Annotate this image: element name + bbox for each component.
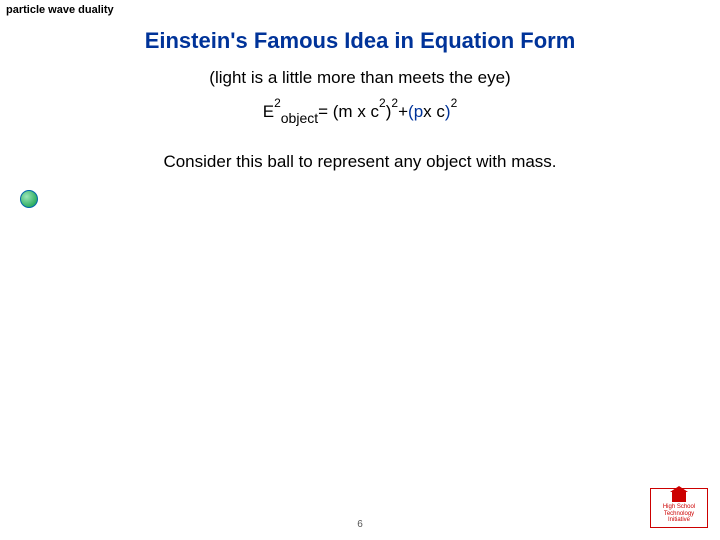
eq-sup-2: 2 — [379, 96, 386, 110]
eq-p: (p — [408, 102, 423, 122]
explanatory-sentence: Consider this ball to represent any obje… — [0, 152, 720, 172]
ball-icon — [20, 190, 38, 208]
badge-line-2: Technology — [664, 511, 694, 518]
eq-sub-object: object — [281, 110, 318, 126]
eq-mc: = (m x c — [318, 102, 379, 122]
eq-rparen2: ) — [445, 102, 451, 122]
topic-label: particle wave duality — [6, 4, 114, 16]
initiative-badge: High School Technology Initiative — [650, 488, 708, 528]
subtitle: (light is a little more than meets the e… — [0, 68, 720, 88]
eq-sup-3: 2 — [391, 96, 398, 110]
eq-sup-4: 2 — [451, 96, 458, 110]
energy-equation: E2object= (m x c2)2 + (p x c)2 — [0, 102, 720, 122]
eq-E: E — [263, 102, 274, 122]
eq-plus: + — [398, 102, 408, 122]
badge-line-1: High School — [663, 504, 695, 511]
eq-xc: x c — [423, 102, 445, 122]
page-number: 6 — [0, 519, 720, 530]
badge-line-3: Initiative — [668, 517, 690, 524]
eq-sup-1: 2 — [274, 96, 281, 110]
house-icon — [672, 492, 686, 502]
page-title: Einstein's Famous Idea in Equation Form — [0, 28, 720, 54]
